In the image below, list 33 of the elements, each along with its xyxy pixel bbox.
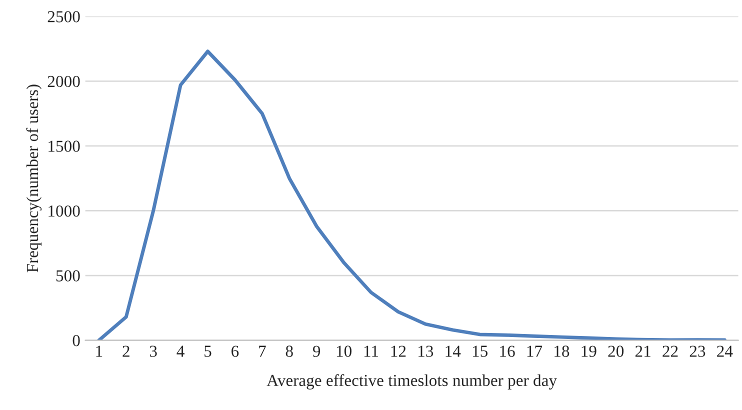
x-tick-label: 1 bbox=[96, 346, 102, 357]
y-tick-label: 2000 bbox=[48, 76, 80, 88]
x-axis-title: Average effective timeslots number per day bbox=[266, 374, 557, 390]
x-tick-label: 8 bbox=[286, 346, 293, 357]
y-tick-label: 0 bbox=[72, 335, 80, 346]
x-tick-label: 7 bbox=[259, 346, 266, 357]
x-tick-label: 13 bbox=[418, 346, 434, 357]
y-tick-label: 500 bbox=[56, 270, 80, 282]
x-tick-label: 3 bbox=[150, 346, 157, 357]
y-tick-label: 1500 bbox=[48, 140, 80, 152]
x-tick-label: 24 bbox=[717, 346, 733, 357]
x-tick-label: 22 bbox=[662, 346, 678, 357]
x-tick-label: 15 bbox=[472, 346, 488, 357]
x-tick-label: 17 bbox=[527, 346, 542, 357]
x-tick-label: 16 bbox=[500, 346, 515, 357]
x-tick-label: 19 bbox=[582, 346, 596, 357]
y-tick-label: 2500 bbox=[48, 11, 80, 22]
x-tick-label: 23 bbox=[690, 346, 706, 357]
x-tick-label: 5 bbox=[204, 346, 212, 357]
x-tick-label: 10 bbox=[336, 346, 352, 357]
x-tick-label: 4 bbox=[176, 346, 184, 357]
x-tick-label: 6 bbox=[232, 346, 239, 357]
x-tick-label: 12 bbox=[391, 346, 406, 357]
x-tick-label: 18 bbox=[554, 346, 570, 357]
line-series bbox=[97, 50, 726, 340]
x-tick-label: 2 bbox=[122, 346, 130, 357]
x-tick-label: 14 bbox=[446, 346, 461, 357]
x-tick-label: 9 bbox=[312, 346, 320, 357]
x-tick-label: 21 bbox=[635, 346, 650, 357]
x-tick-label: 20 bbox=[608, 346, 624, 357]
x-tick-label: 11 bbox=[364, 346, 378, 357]
y-axis-title: Frequency(number of users) bbox=[26, 84, 42, 272]
y-tick-label: 1000 bbox=[48, 205, 80, 217]
